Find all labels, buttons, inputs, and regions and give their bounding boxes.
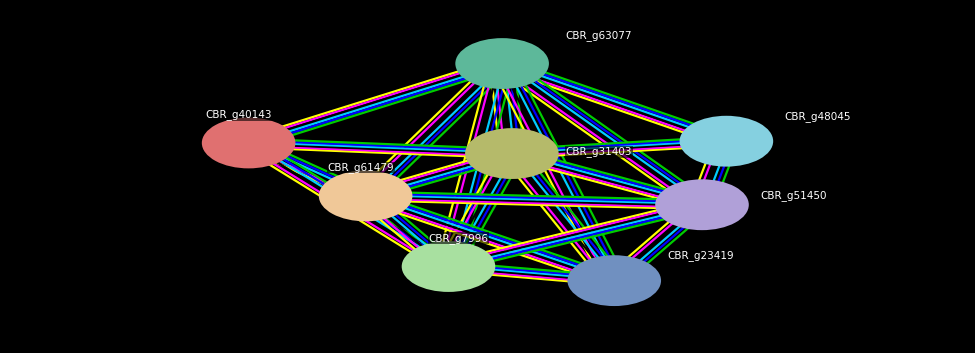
Text: CBR_g61479: CBR_g61479	[328, 162, 394, 173]
Text: CBR_g63077: CBR_g63077	[566, 30, 632, 41]
Text: CBR_g31403: CBR_g31403	[566, 146, 632, 157]
Ellipse shape	[455, 38, 549, 89]
Ellipse shape	[202, 118, 295, 168]
Text: CBR_g48045: CBR_g48045	[785, 111, 851, 122]
Text: CBR_g7996: CBR_g7996	[428, 233, 488, 244]
Ellipse shape	[680, 116, 773, 167]
Ellipse shape	[402, 241, 495, 292]
Text: CBR_g23419: CBR_g23419	[668, 250, 734, 261]
Ellipse shape	[319, 170, 412, 221]
Ellipse shape	[465, 128, 559, 179]
Text: CBR_g40143: CBR_g40143	[206, 109, 272, 120]
Text: CBR_g51450: CBR_g51450	[760, 191, 827, 201]
Ellipse shape	[567, 255, 661, 306]
Ellipse shape	[655, 179, 749, 230]
